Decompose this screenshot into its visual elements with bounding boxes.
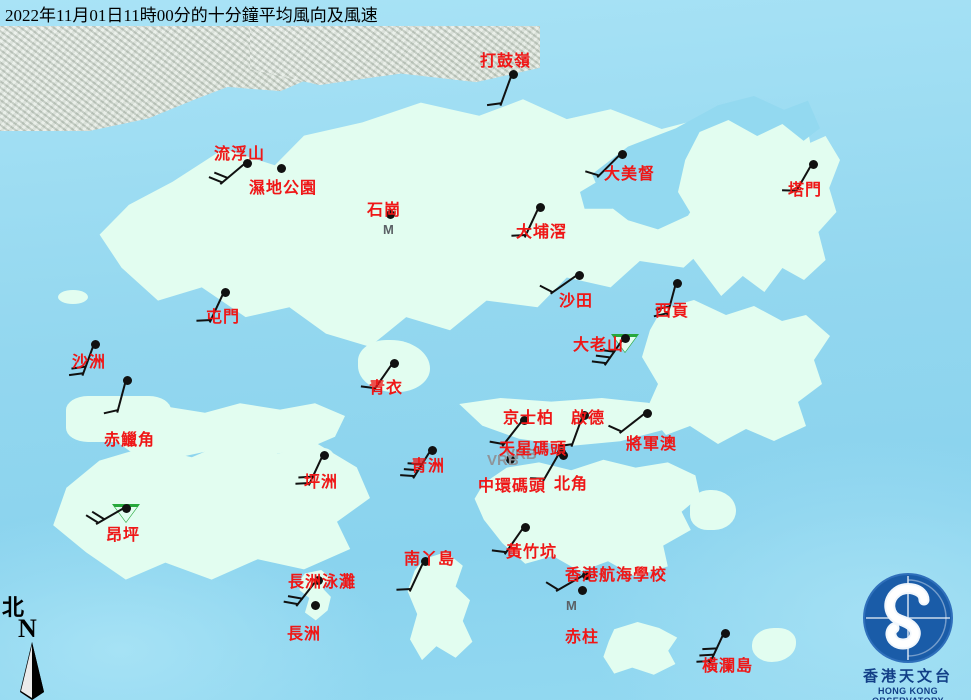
station-label-ta-kwu-ling: 打鼓嶺 [480,53,532,70]
station-dot [313,575,323,585]
hko-logo-text-zh: 香港天文台 [862,669,953,685]
station-dot [579,410,589,420]
station-label-chek-lap-kok: 赤鱲角 [104,432,156,449]
station-label-star-ferry: 天星碼頭 [499,441,568,458]
station-label-north-point: 北角 [554,476,589,493]
station-label-tseung-kwan-o: 將軍澳 [626,436,678,453]
compass-label-cn: 北 [2,595,25,620]
waglan-island-land [752,628,796,662]
gale-triangle-icon [112,504,140,523]
station-label-tuen-mun: 屯門 [206,309,241,326]
station-label-tai-mei-tuk: 大美督 [604,166,656,183]
station-dot [122,375,132,385]
station-dot [385,209,395,219]
station-dot [535,202,545,212]
station-label-wetland-park: 濕地公園 [249,180,318,197]
station-dot [310,600,320,610]
compass-rose: 北 N [2,590,62,700]
station-dot [505,454,515,464]
station-dot [620,333,630,343]
station-dot [642,408,652,418]
station-label-tates-cairn: 大老山 [573,337,625,354]
station-dot [519,415,529,425]
station-label-tsing-yi: 青衣 [369,380,404,397]
station-dot [121,503,131,513]
page-title: 2022年11月01日11時00分的十分鐘平均風向及風速 [5,6,378,25]
station-dot [508,69,518,79]
stanley-missing: M [566,598,577,613]
station-label-sha-chau: 沙洲 [72,354,107,371]
compass-label-en: N [18,614,37,643]
station-label-peng-chau: 坪洲 [304,474,339,491]
station-label-tap-mun: 塔門 [788,182,823,199]
clear-water-bay-land [642,300,830,444]
station-dot [276,163,286,173]
hko-logo-mark [862,572,954,664]
station-dot [319,450,329,460]
station-dot [617,149,627,159]
station-label-lau-fau-shan: 流浮山 [214,146,266,163]
station-dot [577,585,587,595]
station-label-shek-kong: 石崗 [367,202,402,219]
station-label-waglan-island: 橫瀾島 [702,658,754,675]
station-label-kai-tak: 啟德 [571,410,606,427]
station-label-cheung-chau-beach: 長洲泳灘 [288,574,357,591]
station-label-wong-chuk-hang: 黃竹坑 [506,544,558,561]
station-dot [520,522,530,532]
station-label-green-island: 青洲 [411,458,446,475]
station-label-hk-sea-school: 香港航海學校 [565,567,668,584]
station-label-central-pier: 中環碼頭 [478,478,547,495]
tung-lung-chau [690,490,736,530]
station-label-tai-po-kau: 大埔滘 [516,224,568,241]
gale-triangle-icon [611,334,639,353]
station-dot [389,358,399,368]
central-pier-vrb: VRB [487,452,519,469]
sha-chau-island [58,290,88,304]
chek-lap-kok-airport [66,396,171,442]
hko-logo: 香港天文台 HONG KONG OBSERVATORY [845,572,971,700]
shek-kong-missing: M [383,222,394,237]
north-arrow-icon [20,642,44,700]
station-dot [420,556,430,566]
station-label-cheung-chau: 長洲 [287,626,322,643]
station-dot [242,158,252,168]
station-label-sai-kung: 西貢 [655,303,690,320]
sai-kung-peninsula [678,120,840,296]
station-dot [720,628,730,638]
star-ferry-vrb: VRB [505,446,537,463]
station-dot [558,450,568,460]
station-label-kings-park: 京士柏 [503,410,555,427]
hko-logo-text-en: HONG KONG OBSERVATORY [872,686,944,700]
station-label-lamma-island: 南丫島 [404,551,456,568]
station-dot [574,270,584,280]
station-dot [672,278,682,288]
station-dot [427,445,437,455]
station-label-ngong-ping: 昂坪 [106,527,141,544]
station-dot [808,159,818,169]
station-dot [581,570,591,580]
station-dot [220,287,230,297]
station-label-stanley: 赤柱 [565,629,600,646]
station-label-sha-tin: 沙田 [559,293,594,310]
station-dot [90,339,100,349]
